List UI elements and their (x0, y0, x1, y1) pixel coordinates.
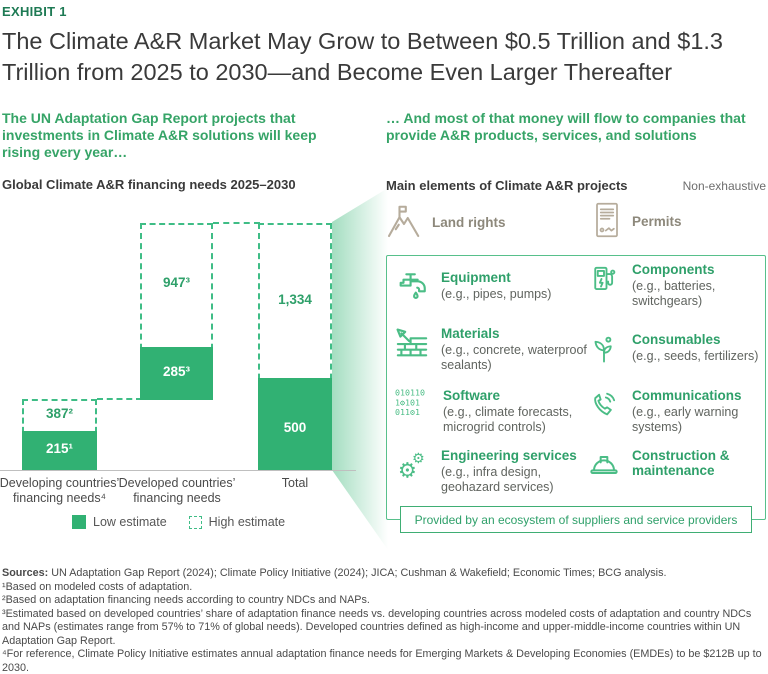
sources-text: UN Adaptation Gap Report (2024); Climate… (48, 567, 667, 579)
chart-title: Global Climate A&R financing needs 2025–… (2, 177, 296, 192)
gears-icon: ⚙ ⚙ (395, 448, 429, 484)
element-desc: (e.g., pipes, pumps) (441, 287, 552, 301)
element-desc: (e.g., early warning systems) (632, 405, 739, 434)
footnote-1: ¹Based on modeled costs of adaptation. (2, 580, 193, 593)
bar-total-low (258, 378, 332, 470)
element-desc: (e.g., climate forecasts, microgrid cont… (443, 405, 573, 434)
ecosystem-banner: Provided by an ecosystem of suppliers an… (400, 506, 752, 533)
sources-label: Sources: (2, 567, 49, 579)
element-construction-maintenance: Construction & maintenance (588, 448, 766, 482)
intro-right-text: … And most of that money will flow to co… (386, 110, 746, 143)
bar-developing-low (22, 431, 97, 470)
pre-item-land-rights: Land rights (386, 200, 506, 245)
element-communications: Communications (e.g., early warning syst… (588, 388, 766, 435)
element-name: Construction & maintenance (632, 448, 730, 478)
low-estimate-swatch (72, 515, 86, 529)
svg-text:⚙: ⚙ (398, 458, 417, 483)
footnotes: Sources: UN Adaptation Gap Report (2024)… (2, 567, 766, 674)
element-consumables: Consumables (e.g., seeds, fertilizers) (588, 332, 766, 366)
footnote-2: ²Based on adaptation financing needs acc… (2, 594, 370, 606)
waterfall-connector (213, 222, 260, 224)
legend-item-low: Low estimate (72, 515, 167, 529)
element-name: Engineering services (441, 448, 577, 463)
bar-value-label: 1,334 (278, 292, 312, 307)
faucet-icon (395, 270, 429, 304)
element-desc: (e.g., seeds, fertilizers) (632, 349, 759, 363)
waterfall-connector (97, 398, 142, 400)
element-desc: (e.g., infra design, geohazard services) (441, 465, 554, 494)
svg-text:⚙: ⚙ (412, 451, 425, 467)
bar-value-label: 947³ (162, 275, 191, 290)
category-label-developing: Developing countries’ financing needs⁴ (0, 476, 120, 505)
category-label-total: Total (281, 476, 309, 490)
x-axis-line (0, 470, 356, 471)
element-equipment: Equipment (e.g., pipes, pumps) (395, 270, 610, 304)
element-name: Components (632, 262, 715, 277)
pre-item-permits: Permits (592, 200, 682, 243)
pre-item-label: Land rights (432, 215, 506, 230)
sources-line: Sources: UN Adaptation Gap Report (2024)… (2, 567, 766, 581)
panel-title: Main elements of Climate A&R projects (386, 178, 628, 193)
chart-legend: Low estimate High estimate (72, 515, 285, 529)
intro-left-text: The UN Adaptation Gap Report projects th… (2, 110, 317, 160)
document-icon (592, 200, 622, 243)
bricks-trowel-icon (395, 326, 429, 362)
svg-text:1⚙101: 1⚙101 (395, 397, 420, 407)
element-name: Consumables (632, 332, 721, 347)
mountain-flag-icon (386, 200, 422, 245)
legend-item-high: High estimate (188, 515, 286, 529)
sprout-icon (588, 332, 620, 366)
element-name: Materials (441, 326, 500, 341)
element-components: Components (e.g., batteries, switchgears… (588, 262, 766, 309)
pre-item-label: Permits (632, 214, 682, 229)
high-estimate-swatch (188, 515, 202, 529)
element-name: Equipment (441, 270, 511, 285)
ev-charger-icon (588, 262, 620, 296)
element-software: 010110 1⚙101 011⚙1 Software (e.g., clima… (395, 388, 610, 435)
element-materials: Materials (e.g., concrete, waterproof se… (395, 326, 610, 373)
element-name: Software (443, 388, 501, 403)
elements-box (386, 255, 766, 520)
binary-code-icon: 010110 1⚙101 011⚙1 (395, 388, 431, 420)
exhibit-label: EXHIBIT 1 (2, 4, 67, 19)
category-label-developed: Developed countries’ financing needs (118, 476, 236, 505)
legend-label: High estimate (208, 515, 286, 529)
svg-text:010110: 010110 (395, 388, 425, 398)
footnote-4: ⁴For reference, Climate Policy Initiativ… (2, 648, 762, 674)
element-desc: (e.g., batteries, switchgears) (632, 279, 716, 308)
waterfall-chart: 387² 215¹ 947³ 285³ 1,334 500 Developing… (0, 195, 362, 505)
page-title: The Climate A&R Market May Grow to Betwe… (2, 28, 723, 85)
bar-value-label: 215¹ (45, 441, 74, 456)
phone-icon (588, 388, 620, 422)
bar-value-label: 500 (283, 420, 307, 435)
footnote-3: ³Estimated based on developed countries’… (2, 607, 752, 647)
bar-value-label: 285³ (162, 364, 191, 379)
hard-hat-icon (588, 448, 620, 482)
svg-text:011⚙1: 011⚙1 (395, 407, 420, 417)
bar-developed-low (140, 347, 213, 400)
bar-value-label: 387² (45, 406, 74, 421)
legend-label: Low estimate (93, 515, 167, 529)
element-name: Communications (632, 388, 742, 403)
element-desc: (e.g., concrete, waterproof sealants) (441, 343, 587, 372)
panel-note: Non-exhaustive (682, 179, 766, 193)
element-engineering-services: ⚙ ⚙ Engineering services (e.g., infra de… (395, 448, 615, 495)
